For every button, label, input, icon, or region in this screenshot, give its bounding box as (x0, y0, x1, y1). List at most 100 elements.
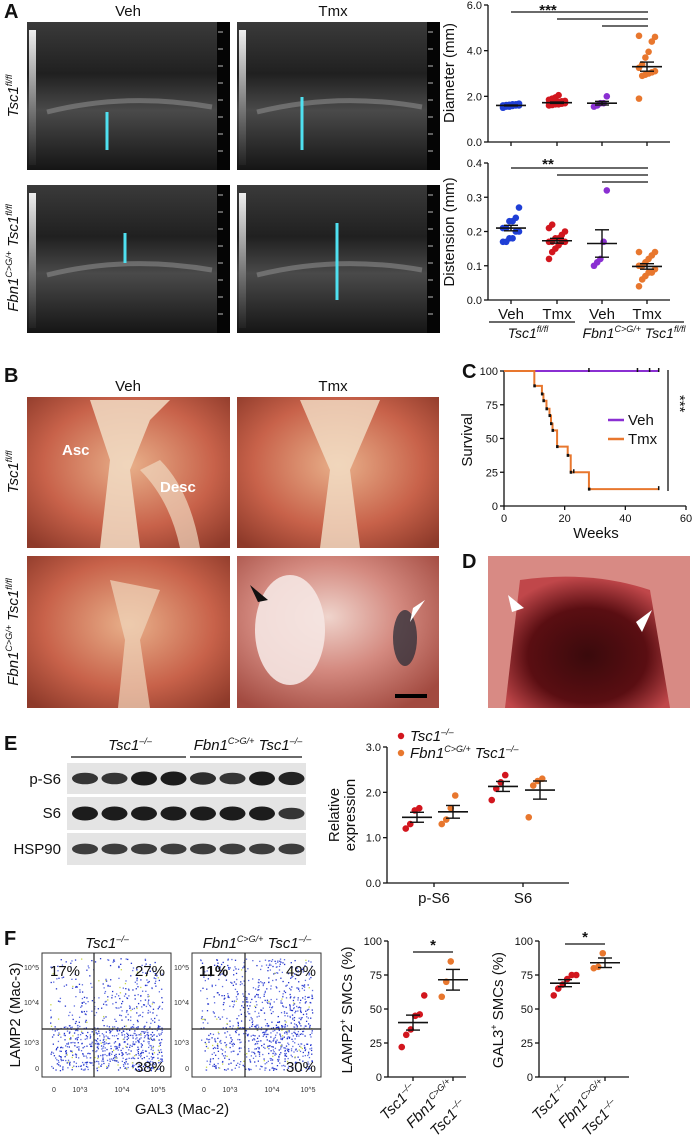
flow-event (150, 1022, 152, 1024)
flow-event (128, 1053, 130, 1055)
gal3-ylabel: GAL3+ SMCs (%) (489, 952, 507, 1068)
flow-event (105, 1035, 107, 1037)
flow-event (57, 1000, 60, 1002)
flow-event (267, 1060, 269, 1063)
flow-event (148, 995, 150, 997)
flow-event (102, 1055, 104, 1057)
flow-event (280, 1011, 283, 1014)
flow-event (227, 958, 229, 960)
flow-event (102, 1060, 105, 1062)
flow-event (135, 974, 137, 977)
flow-event (64, 1005, 67, 1007)
flow-event (86, 1021, 88, 1024)
flow-event (118, 977, 120, 980)
flow-event (97, 1038, 99, 1040)
label-desc: Desc (160, 479, 196, 496)
flow-event (149, 1005, 152, 1008)
flow-event (296, 1061, 298, 1064)
flow-event (126, 1053, 128, 1056)
flow-event (236, 998, 238, 1000)
flow-event (219, 1018, 221, 1020)
flow-event (210, 975, 212, 977)
flow-event (112, 1059, 114, 1061)
flow-event (65, 1059, 67, 1062)
flow-event (114, 1060, 116, 1062)
flow-event (234, 959, 237, 961)
flow-event (300, 968, 302, 971)
flow-event (104, 1001, 106, 1003)
flow-event (265, 1036, 268, 1038)
significance-label: ** (542, 156, 554, 173)
data-point (651, 67, 659, 75)
b-row-label-tsc1: Tsc1fl/fl (4, 450, 22, 494)
flow-event (298, 1049, 300, 1051)
flow-event (124, 1040, 126, 1043)
flow-event (59, 1056, 62, 1058)
flow-event (310, 1044, 312, 1046)
flow-event (114, 1018, 116, 1020)
data-point (635, 32, 643, 40)
flow-event (91, 1031, 93, 1033)
flow-event (99, 1039, 101, 1042)
flow-event (85, 1019, 87, 1022)
flow-event (86, 1057, 88, 1059)
flow-event (207, 1047, 209, 1049)
flow-event (235, 968, 237, 970)
flow-event (304, 1054, 307, 1057)
flow-event (272, 1040, 274, 1042)
flow-event (114, 996, 117, 998)
flow-event (268, 1045, 270, 1047)
x-tick-label: 0 (501, 513, 507, 525)
flow-event (116, 1046, 118, 1048)
flow-event (307, 960, 310, 962)
flow-event (205, 1069, 207, 1071)
data-point (501, 771, 509, 779)
flow-event (209, 1058, 212, 1060)
flow-event (242, 1001, 244, 1003)
flow-event (296, 1050, 298, 1052)
flow-event (213, 1012, 215, 1014)
flow-event (266, 1022, 268, 1025)
diameter-chart: 0.02.04.06.0 *** (467, 0, 670, 149)
flow-event (127, 988, 130, 990)
flow-event (300, 1046, 302, 1049)
flow-event (291, 966, 294, 968)
flow-event (250, 1068, 252, 1071)
flow-event (83, 1001, 85, 1003)
flow-event (100, 1042, 102, 1044)
flow-event (251, 1025, 253, 1027)
flow-event (56, 1029, 58, 1031)
y-tick-label: 0.1 (467, 261, 482, 273)
flow-event (158, 1050, 160, 1052)
flow-event (278, 1021, 280, 1024)
flow-event (82, 1053, 84, 1055)
flow-event (275, 1053, 277, 1055)
data-point (420, 992, 428, 999)
flow-event (149, 1037, 151, 1040)
flow-event (266, 1039, 268, 1041)
flow-event (285, 1055, 288, 1057)
flow2-quadrant-ur: 49% (286, 963, 316, 980)
flow-event (247, 1001, 249, 1003)
flow-event (303, 1027, 305, 1029)
flow-event (287, 1049, 289, 1052)
flow-event (255, 1048, 258, 1050)
flow-event (293, 973, 296, 975)
flow-event (63, 1026, 66, 1029)
flow-event (272, 1030, 274, 1032)
flow-event (221, 973, 223, 975)
flow-event (269, 1006, 271, 1008)
flow-event (52, 1043, 54, 1045)
flow-event (74, 1038, 77, 1040)
flow-event (71, 1026, 73, 1028)
flow-event (310, 1049, 313, 1052)
flow-event (127, 958, 129, 961)
flow-event (158, 1062, 160, 1064)
flow-title-fbn1-tsc1: Fbn1C>G/+ Tsc1–/– (203, 934, 313, 952)
panel-label-c: C (462, 361, 476, 383)
flow-event (263, 995, 265, 997)
flow-event (239, 983, 242, 986)
flow-event (215, 1047, 217, 1049)
flow-event (245, 958, 248, 960)
